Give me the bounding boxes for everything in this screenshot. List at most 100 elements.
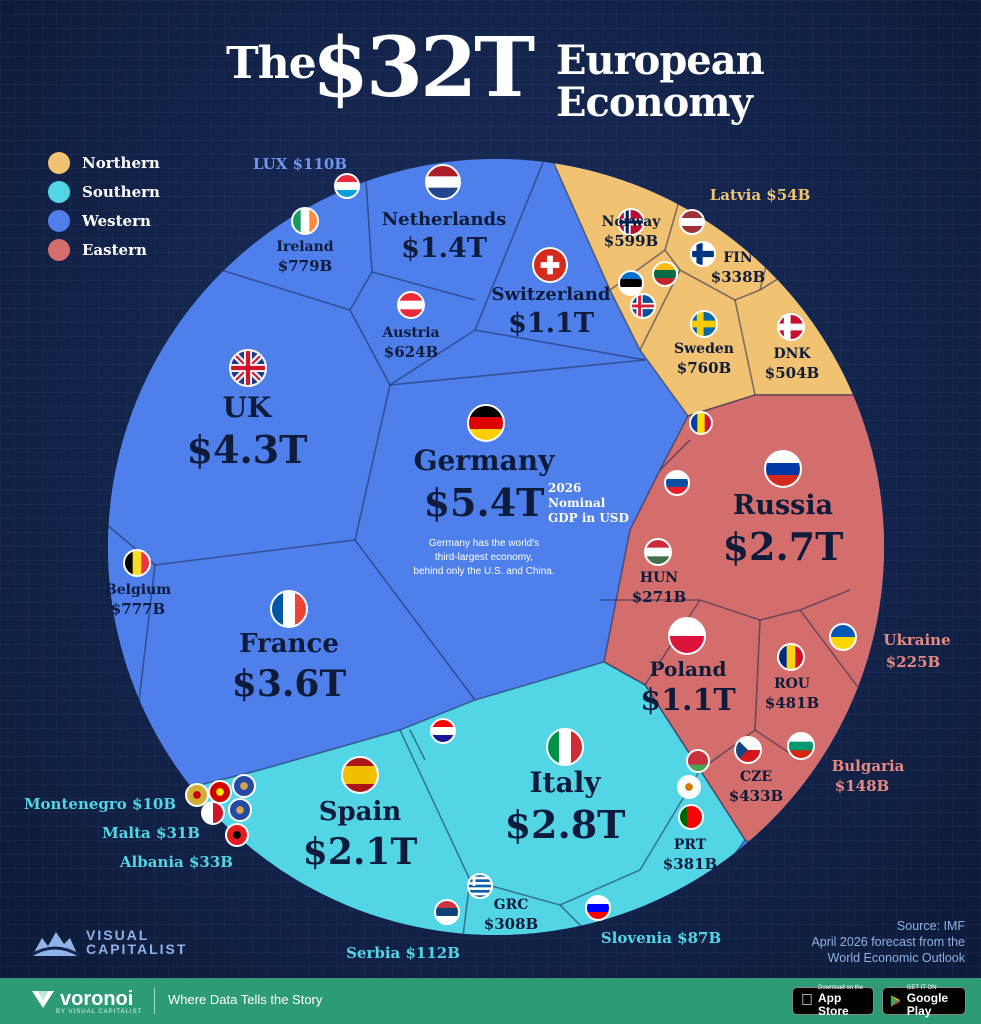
label-prt: PRT [674, 837, 707, 853]
cell-border [559, 869, 641, 906]
cell-border [399, 729, 471, 881]
label-lux: LUX $110B [253, 155, 347, 173]
flag-romania-icon [777, 643, 805, 671]
cell-border [204, 264, 351, 311]
google-play-small: GET IT ON [906, 984, 937, 991]
flag-croatia-icon [430, 718, 456, 744]
label-norway: Norway [602, 214, 662, 230]
label-netherlands: Netherlands [382, 209, 507, 230]
flag-belgium-icon [123, 549, 151, 577]
value-sweden: $760B [677, 359, 731, 377]
value-russia: $2.7T [723, 524, 844, 569]
cell-border [354, 384, 391, 541]
flag-serbia-icon [434, 899, 460, 925]
flag-norway-icon [617, 208, 645, 236]
flag-ireland-icon [291, 207, 319, 235]
cell-border [459, 879, 471, 935]
label-poland: Poland [650, 657, 727, 681]
label-switzerland: Switzerland [492, 284, 611, 305]
cell-border [699, 599, 761, 621]
value-netherlands: $1.4T [401, 233, 487, 264]
label-albania: Albania $33B [119, 853, 233, 871]
flag-albania-icon [225, 823, 249, 847]
label-dnk: DNK [773, 346, 811, 362]
footer-tagline: Where Data Tells the Story [168, 992, 323, 1007]
value-norway: $599B [604, 232, 658, 250]
flag-denmark-icon [777, 313, 805, 341]
value-rou: $481B [765, 694, 819, 712]
label-spain: Spain [319, 797, 402, 827]
flag-france-icon [270, 590, 308, 628]
visual-capitalist-mountain-icon [30, 932, 80, 958]
cell-border [559, 904, 641, 935]
value-fin: $338B [711, 268, 765, 286]
source-line-2: April 2026 forecast from the [811, 935, 965, 949]
google-play-button[interactable]: GET IT ON Google Play [882, 984, 966, 1018]
value-italy: $2.8T [505, 802, 626, 847]
value-ukraine: $225B [886, 653, 940, 671]
voronoi-subtitle: BY VISUAL CAPITALIST [56, 1009, 143, 1015]
label-slovenia: Slovenia $87B [601, 929, 721, 947]
source-line-1: Source: IMF [896, 919, 965, 933]
value-uk: $4.3T [187, 427, 308, 472]
label-italy: Italy [529, 766, 601, 799]
label-montenegro: Montenegro $10B [24, 795, 176, 813]
germany-subtitle-2: Nominal [548, 496, 606, 510]
vc-line-2: CAPITALIST [86, 941, 188, 957]
label-fin: FIN [723, 250, 752, 266]
flag-bulgaria-icon [787, 732, 815, 760]
label-ireland: Ireland [276, 239, 333, 255]
title-line-economy: Economy [556, 79, 753, 126]
cell-border [734, 289, 761, 301]
legend-label-western: Western [82, 211, 151, 230]
germany-subtitle-1: 2026 [548, 481, 581, 495]
label-hun: HUN [640, 570, 678, 586]
germany-note-2: third-largest economy, [435, 552, 533, 563]
source-note: Source: IMF April 2026 forecast from the… [811, 918, 965, 966]
google-play-big: Google Play [906, 990, 949, 1018]
flag-sweden-icon [690, 310, 718, 338]
legend-label-eastern: Eastern [82, 240, 147, 259]
label-rou: ROU [774, 676, 810, 692]
cell-border [389, 359, 646, 386]
title-the: The [226, 38, 317, 89]
flag-portugal-icon [678, 804, 704, 830]
cell-border [389, 329, 476, 386]
label-cze: CZE [740, 769, 772, 785]
cell-border [364, 164, 373, 273]
flag-austria-icon [397, 291, 425, 319]
cell-border [349, 309, 391, 386]
value-dnk: $504B [765, 364, 819, 382]
value-spain: $2.1T [303, 831, 418, 873]
app-store-small: Download on the [806, 985, 863, 997]
cell-border [799, 589, 851, 611]
cell-border [349, 271, 373, 311]
voronoi-v-icon [32, 991, 54, 1008]
value-switzerland: $1.1T [508, 308, 594, 339]
voronoi-name: voronoi [60, 988, 134, 1010]
label-grc: GRC [494, 897, 529, 913]
value-austria: $624B [384, 343, 438, 361]
germany-note-1: Germany has the world's [429, 538, 539, 549]
voronoi-logo[interactable]: voronoi BY VISUAL CAPITALIST [30, 988, 142, 1015]
footer-separator [154, 988, 155, 1014]
value-bulgaria: $148B [835, 777, 889, 795]
cell-border [759, 609, 801, 621]
legend-item-southern: Southern [48, 177, 160, 206]
footer-bar: voronoi BY VISUAL CAPITALIST Where Data … [0, 978, 981, 1024]
flag-ukraine-icon [829, 623, 857, 651]
flag-lux-icon [334, 173, 360, 199]
flag-uk-icon [229, 349, 267, 387]
flag-poland-icon [668, 617, 706, 655]
app-store-big: App Store [806, 991, 864, 1017]
title-european-economy: European Economy [556, 40, 765, 126]
legend-item-northern: Northern [48, 148, 160, 177]
vc-line-1: VISUAL [86, 927, 150, 943]
app-store-button[interactable]:  Download on the App Store [792, 985, 874, 1017]
label-austria: Austria [381, 325, 439, 341]
cell-border [664, 249, 681, 271]
google-play-icon [890, 995, 901, 1007]
flag-czechia-icon [734, 736, 762, 764]
flag-bosnia-icon [232, 774, 256, 798]
value-ireland: $779B [278, 257, 332, 275]
